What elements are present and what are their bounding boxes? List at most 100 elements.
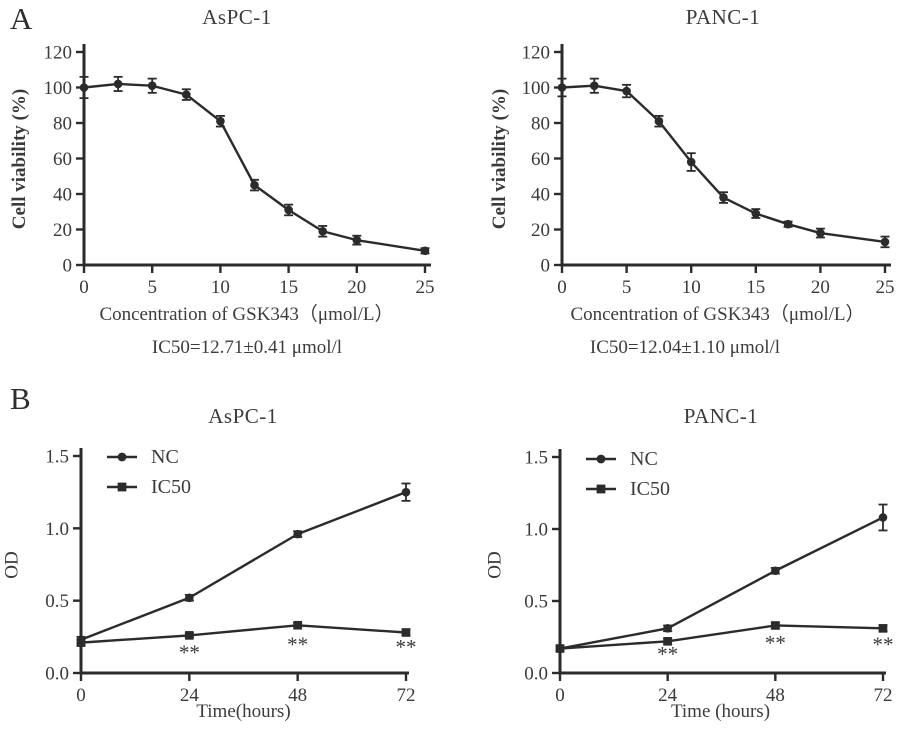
- chart-aspc1-growth: 0.0 0.5 1.0 1.5 0 24 48 72 ** ** **: [45, 447, 416, 707]
- y-axis-label-panc1-growth: OD: [484, 551, 506, 579]
- series-nc: [555, 503, 888, 653]
- series-nc: [76, 482, 411, 645]
- y-tick-label: 1.0: [524, 520, 548, 541]
- y-tick-label: 0.0: [45, 664, 69, 685]
- data-point: [878, 624, 888, 633]
- series-line: [559, 516, 884, 650]
- chart-panc1-viability: 0 20 40 60 80 100 120 0 5 10 15 20 25: [522, 43, 895, 299]
- x-tick-label: 0: [557, 277, 567, 298]
- data-point: [663, 624, 672, 633]
- data-point: [719, 193, 728, 202]
- data-point: [113, 79, 123, 89]
- legend-label-nc: NC: [630, 448, 658, 470]
- significance-annotation: **: [873, 632, 894, 656]
- chart-title-aspc1-viability: AsPC-1: [202, 5, 272, 29]
- data-point: [771, 621, 780, 630]
- x-tick-label: 15: [279, 277, 298, 298]
- x-tick-label: 10: [682, 277, 701, 298]
- data-point: [878, 513, 888, 522]
- x-axis-label-panc1-growth: Time (hours): [670, 701, 771, 722]
- y-tick-label: 40: [53, 185, 72, 206]
- panel-a-label: A: [10, 1, 33, 36]
- data-point: [783, 219, 793, 229]
- legend-panc1-growth: NC IC50: [585, 446, 670, 506]
- data-point: [182, 90, 191, 99]
- legend-label-ic50: IC50: [630, 478, 670, 500]
- y-axis-label-panc1-viability: Cell viability (%): [489, 88, 511, 229]
- data-point: [880, 237, 890, 247]
- legend-aspc1-growth: NC IC50: [106, 444, 191, 504]
- significance-annotation: **: [396, 635, 417, 659]
- x-tick-label: 0: [79, 277, 89, 298]
- y-axis-label-aspc1-viability: Cell viability (%): [9, 88, 31, 229]
- significance-annotation: **: [287, 632, 308, 656]
- y-tick-label: 0.0: [524, 664, 548, 685]
- y-tick-label: 40: [531, 185, 550, 206]
- y-tick-label: 0.5: [45, 591, 69, 612]
- data-point: [293, 620, 302, 630]
- data-point: [622, 86, 631, 96]
- data-point: [555, 644, 565, 653]
- x-tick-label: 10: [211, 277, 230, 298]
- y-tick-label: 20: [531, 220, 550, 241]
- nc-marker-icon: [586, 454, 616, 464]
- series-line: [80, 624, 407, 644]
- data-point: [401, 628, 411, 637]
- x-tick-label: 20: [811, 277, 830, 298]
- y-tick-label: 80: [531, 114, 550, 135]
- x-tick-label: 0: [555, 685, 565, 706]
- chart-title-panc1-growth: PANC-1: [683, 404, 759, 428]
- significance-annotation: **: [657, 642, 678, 666]
- y-tick-label: 0: [541, 256, 551, 277]
- y-tick-label: 1.5: [45, 447, 69, 468]
- data-point: [663, 637, 672, 646]
- x-tick-label: 20: [347, 277, 366, 298]
- series-ic50: [555, 621, 888, 653]
- series-line: [561, 84, 886, 244]
- y-tick-label: 80: [53, 114, 72, 135]
- x-axis-label-aspc1-growth: Time(hours): [196, 701, 291, 722]
- axes: 0 20 40 60 80 100 120 0 5 10 15 20 25: [522, 43, 895, 299]
- data-point: [816, 228, 825, 238]
- x-tick-label: 24: [658, 685, 678, 706]
- chart-title-aspc1-growth: AsPC-1: [208, 404, 278, 428]
- data-point: [751, 209, 761, 218]
- ic50-marker-icon: [586, 484, 616, 494]
- data-point: [352, 235, 362, 245]
- y-tick-label: 60: [531, 149, 550, 170]
- ic50-caption-panc1: IC50=12.04±1.10 μmol/l: [589, 337, 781, 358]
- y-tick-label: 1.0: [45, 519, 69, 540]
- axes: 0 20 40 60 80 100 120 0 5 10 15 20 25: [44, 43, 435, 299]
- chart-title-panc1-viability: PANC-1: [685, 5, 761, 29]
- ic50-marker-icon: [107, 482, 137, 492]
- x-tick-label: 0: [76, 685, 86, 706]
- x-tick-label: 5: [622, 277, 632, 298]
- legend-item-ic50: IC50: [106, 474, 191, 500]
- x-tick-label: 72: [397, 685, 416, 706]
- series-line: [559, 624, 884, 650]
- data-point: [771, 566, 780, 576]
- x-axis-label-panc1-viability: Concentration of GSK343（μmol/L）: [570, 304, 865, 325]
- data-point: [284, 205, 293, 215]
- y-tick-label: 100: [522, 78, 551, 99]
- x-tick-label: 25: [416, 277, 435, 298]
- chart-panc1-growth: 0.0 0.5 1.0 1.5 0 24 48 72 ** ** **: [524, 448, 893, 707]
- y-tick-label: 120: [44, 43, 73, 64]
- series-line: [80, 491, 407, 641]
- series-gsk343: [557, 77, 890, 249]
- panel-b-label: B: [10, 381, 31, 416]
- series-gsk343: [79, 75, 430, 256]
- y-tick-label: 0: [63, 256, 73, 277]
- data-point: [686, 157, 696, 167]
- x-tick-label: 15: [746, 277, 765, 298]
- data-point: [250, 180, 259, 190]
- series-ic50: [76, 620, 411, 647]
- y-axis-label-aspc1-growth: OD: [1, 550, 23, 579]
- ic50-caption-aspc1: IC50=12.71±0.41 μmol/l: [151, 337, 343, 358]
- y-tick-label: 20: [53, 220, 72, 241]
- legend-label-ic50: IC50: [151, 476, 191, 498]
- data-point: [318, 226, 328, 236]
- axes: 0.0 0.5 1.0 1.5 0 24 48 72: [524, 448, 892, 707]
